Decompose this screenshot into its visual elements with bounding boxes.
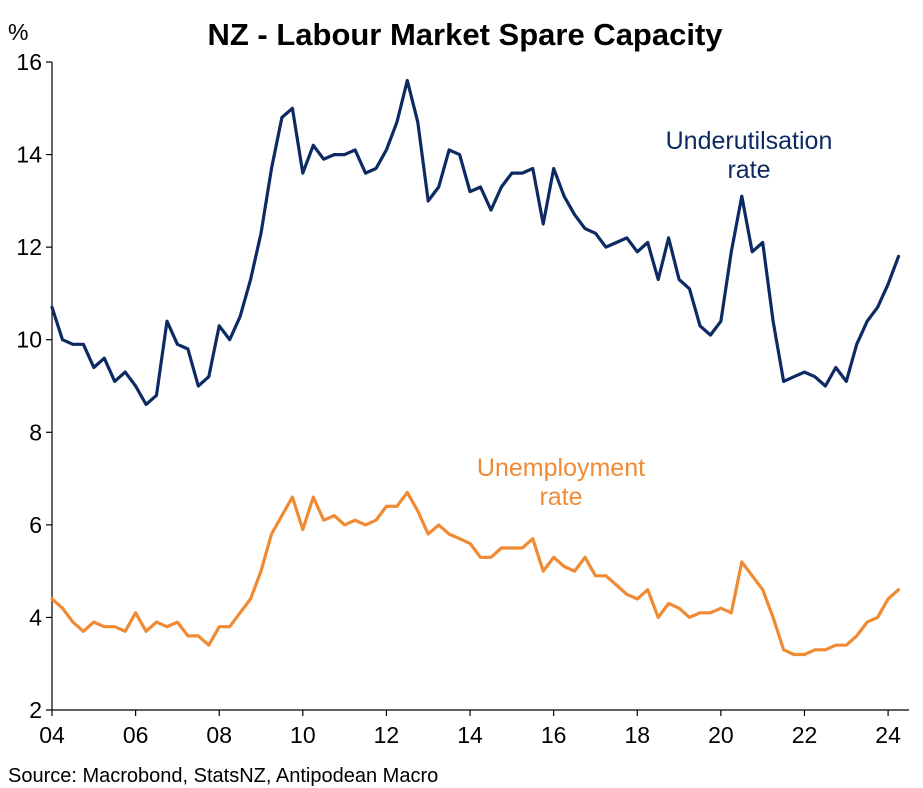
y-tick-label: 14 [16, 142, 42, 168]
x-tick-label: 06 [123, 722, 149, 748]
y-axis-unit: % [8, 19, 28, 45]
underutilisation-line [50, 78, 901, 407]
x-tick-label: 22 [792, 722, 818, 748]
x-tick-label: 16 [541, 722, 567, 748]
y-tick-label: 16 [16, 49, 42, 75]
series-lines [50, 78, 901, 657]
x-tick-label: 08 [206, 722, 232, 748]
y-tick-label: 12 [16, 234, 42, 260]
x-tick-label: 20 [708, 722, 734, 748]
unemployment-label-line: rate [539, 483, 582, 511]
y-tick-label: 4 [29, 604, 42, 630]
y-tick-label: 10 [16, 327, 42, 353]
underutilisation-label-line: rate [727, 156, 770, 184]
underutilisation-label-line: Underutilsation [666, 127, 833, 155]
unemployment-line [50, 490, 901, 657]
x-tick-label: 24 [875, 722, 901, 748]
x-tick-label: 10 [290, 722, 316, 748]
unemployment-label-line: Unemployment [477, 454, 645, 482]
x-tick-label: 18 [624, 722, 650, 748]
y-tick-label: 8 [29, 419, 42, 445]
x-tick-label: 12 [374, 722, 400, 748]
underutilisation-label: Underutilsation rate [666, 127, 833, 184]
unemployment-label: Unemployment rate [477, 454, 645, 511]
x-tick-label: 04 [39, 722, 65, 748]
source-note: Source: Macrobond, StatsNZ, Antipodean M… [8, 765, 438, 787]
y-tick-label: 6 [29, 512, 42, 538]
x-tick-label: 14 [457, 722, 483, 748]
y-tick-label: 2 [29, 697, 42, 723]
chart-title: NZ - Labour Market Spare Capacity [207, 17, 723, 52]
